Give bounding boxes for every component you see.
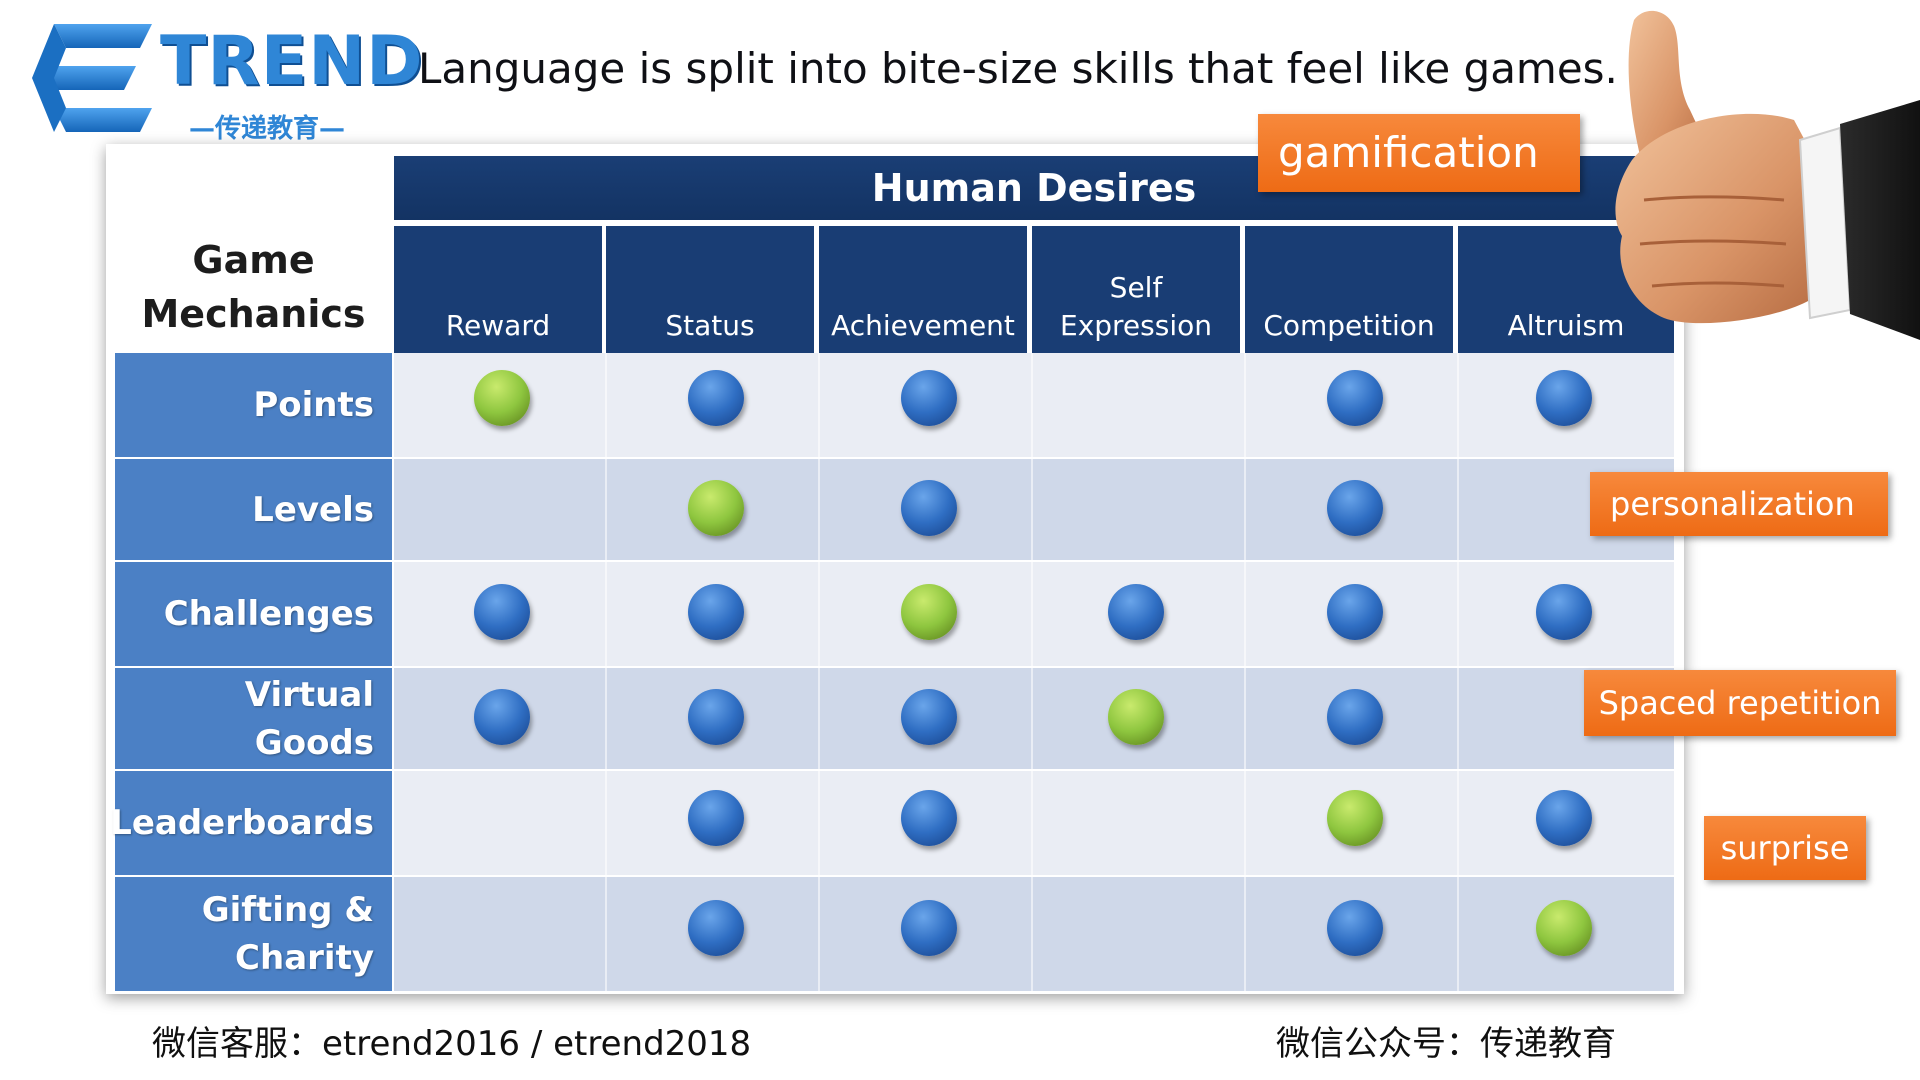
blue-dot — [901, 480, 957, 536]
green-dot — [901, 584, 957, 640]
column-header-self-expression: Self Expression — [1032, 226, 1240, 353]
blue-dot — [901, 790, 957, 846]
table-row — [394, 353, 1674, 457]
corner-label-line2: Mechanics — [141, 292, 366, 336]
row-header-levels: Levels — [115, 459, 392, 560]
trend-e-logo-icon — [32, 24, 152, 132]
row-header-leaderboards: Leaderboards — [110, 771, 392, 875]
row-header-line1: Challenges — [163, 594, 374, 634]
row-header-line1: Virtual Goods — [244, 674, 374, 763]
column-header-line2: Status — [665, 309, 755, 342]
column-divider — [1244, 353, 1246, 991]
blue-dot — [1536, 584, 1592, 640]
row-header-gifting-charity: Gifting & Charity — [115, 877, 392, 991]
blue-dot — [1327, 370, 1383, 426]
blue-dot — [1327, 480, 1383, 536]
tag-surprise: surprise — [1704, 816, 1866, 880]
green-dot — [1327, 790, 1383, 846]
column-header-line2: Reward — [445, 309, 551, 342]
green-dot — [688, 480, 744, 536]
column-header-line1: Self — [1109, 271, 1163, 304]
tag-personalization: personalization — [1590, 472, 1888, 536]
corner-label-line1: Game — [192, 238, 315, 282]
footer-wechat-account: 微信公众号：传递教育 — [1276, 1024, 1616, 1064]
green-dot — [1536, 900, 1592, 956]
column-divider — [818, 353, 820, 991]
column-header-status: Status — [606, 226, 814, 353]
blue-dot — [1536, 790, 1592, 846]
blue-dot — [901, 370, 957, 426]
column-header-competition: Competition — [1245, 226, 1453, 353]
table-row — [394, 877, 1674, 991]
slide-headline: Language is split into bite-size skills … — [418, 44, 1618, 93]
row-header-line1: Gifting & — [201, 890, 374, 930]
column-divider — [1457, 353, 1459, 991]
table-row — [394, 459, 1674, 560]
column-header-line2: Competition — [1263, 309, 1435, 342]
blue-dot — [901, 689, 957, 745]
blue-dot — [1536, 370, 1592, 426]
column-header-line2: Expression — [1060, 309, 1212, 342]
blue-dot — [688, 370, 744, 426]
green-dot — [474, 370, 530, 426]
column-divider — [605, 353, 607, 991]
trend-logo: TREND —传递教育— — [32, 18, 423, 144]
footer-wechat-service: 微信客服：etrend2016 / etrend2018 — [152, 1024, 752, 1064]
table-row — [394, 771, 1674, 875]
column-header-achievement: Achievement — [819, 226, 1027, 353]
tag-gamification: gamification — [1258, 114, 1580, 192]
column-header-line2: Altruism — [1507, 309, 1625, 342]
row-header-virtual-goods: Virtual Goods — [115, 668, 392, 769]
blue-dot — [1327, 584, 1383, 640]
blue-dot — [688, 689, 744, 745]
row-header-line2: Charity — [235, 938, 374, 978]
blue-dot — [474, 584, 530, 640]
column-header-line2: Achievement — [831, 309, 1015, 342]
blue-dot — [474, 689, 530, 745]
row-header-line1: Leaderboards — [110, 803, 374, 843]
row-header-points: Points — [115, 353, 392, 457]
blue-dot — [1108, 584, 1164, 640]
blue-dot — [1327, 689, 1383, 745]
blue-dot — [688, 584, 744, 640]
blue-dot — [901, 900, 957, 956]
blue-dot — [1327, 900, 1383, 956]
thumbs-up-hand-icon — [1615, 10, 1920, 340]
column-header-reward: Reward — [394, 226, 602, 353]
green-dot — [1108, 689, 1164, 745]
table-row — [394, 668, 1674, 769]
logo-subtitle: —传递教育— — [188, 114, 345, 144]
corner-label: Game Mechanics — [115, 233, 392, 341]
logo-brand-text: TREND — [160, 22, 424, 101]
row-header-line1: Levels — [252, 489, 374, 530]
blue-dot — [688, 790, 744, 846]
row-header-line1: Points — [253, 385, 374, 425]
column-divider — [1031, 353, 1033, 991]
tag-spaced-repetition: Spaced repetition — [1584, 670, 1896, 736]
table-row — [394, 562, 1674, 666]
blue-dot — [688, 900, 744, 956]
row-header-challenges: Challenges — [115, 562, 392, 666]
